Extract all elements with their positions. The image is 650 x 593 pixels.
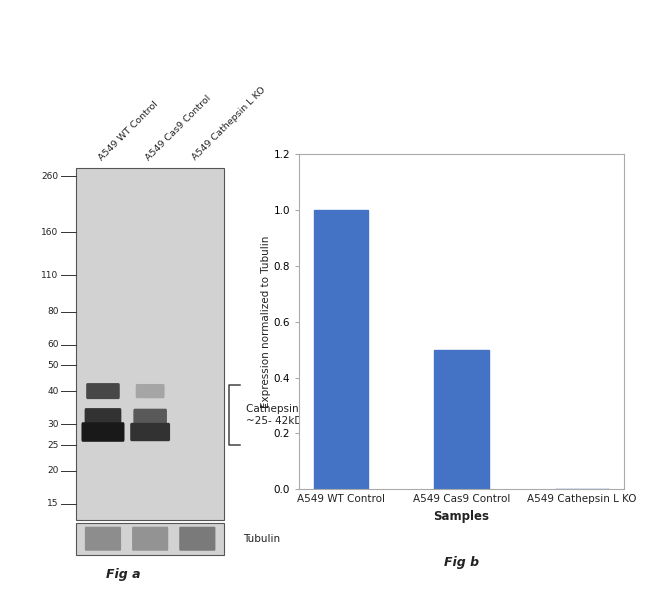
FancyBboxPatch shape [86, 383, 120, 399]
Text: Cathepsin L
~25- 42kDa: Cathepsin L ~25- 42kDa [246, 404, 309, 426]
Text: A549 Cas9 Control: A549 Cas9 Control [144, 94, 213, 162]
Text: 25: 25 [47, 441, 58, 449]
Text: 110: 110 [42, 270, 58, 279]
FancyBboxPatch shape [130, 423, 170, 441]
Text: A549 Cathepsin L KO: A549 Cathepsin L KO [191, 86, 268, 162]
Text: 20: 20 [47, 466, 58, 475]
FancyBboxPatch shape [85, 527, 121, 551]
Bar [77, 523, 224, 555]
Bar [314, 210, 368, 489]
FancyBboxPatch shape [133, 409, 167, 425]
Y-axis label: Expression normalized to Tubulin: Expression normalized to Tubulin [261, 235, 270, 408]
Text: Fig b: Fig b [444, 556, 479, 569]
Text: Fig a: Fig a [105, 568, 140, 581]
FancyBboxPatch shape [81, 422, 124, 442]
Text: 60: 60 [47, 340, 58, 349]
Bar [434, 350, 489, 489]
FancyBboxPatch shape [136, 384, 164, 398]
FancyBboxPatch shape [84, 408, 122, 425]
FancyBboxPatch shape [179, 527, 215, 551]
X-axis label: Samples: Samples [434, 509, 489, 522]
Text: 40: 40 [47, 387, 58, 396]
Text: 260: 260 [42, 172, 58, 181]
FancyBboxPatch shape [132, 527, 168, 551]
Text: 80: 80 [47, 307, 58, 316]
Text: 160: 160 [42, 228, 58, 237]
Text: 50: 50 [47, 361, 58, 370]
Text: 30: 30 [47, 420, 58, 429]
Bar [77, 168, 224, 520]
Text: Tubulin: Tubulin [243, 534, 280, 544]
Text: 15: 15 [47, 499, 58, 508]
Text: A549 WT Control: A549 WT Control [97, 100, 159, 162]
